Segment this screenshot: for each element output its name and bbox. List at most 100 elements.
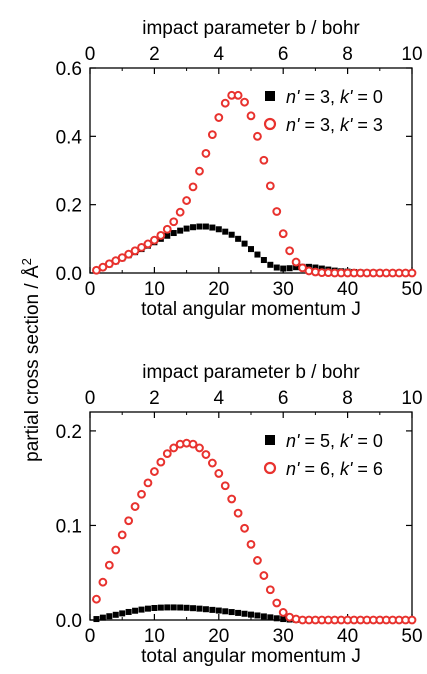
data-point-circle xyxy=(233,90,243,100)
data-point-circle xyxy=(182,196,192,205)
y-tick-label: 0.6 xyxy=(56,59,82,80)
data-point-square xyxy=(312,264,319,271)
data-point-square xyxy=(254,612,261,619)
data-point-circle xyxy=(188,439,198,449)
data-point-square xyxy=(132,607,139,614)
data-point-circle xyxy=(137,489,146,499)
data-point-circle xyxy=(117,530,127,540)
data-point-square xyxy=(273,615,280,622)
legend-marker-square xyxy=(265,91,275,101)
x2-tick-label: 6 xyxy=(278,44,289,65)
data-point-circle xyxy=(278,229,288,239)
data-point-square xyxy=(209,606,216,613)
data-point-square xyxy=(164,232,171,239)
data-point-square xyxy=(106,613,113,620)
data-point-circle xyxy=(162,224,172,234)
data-point-circle xyxy=(407,615,417,625)
legend-marker-square xyxy=(265,435,275,445)
x2-tick-label: 6 xyxy=(278,388,289,409)
data-point-square xyxy=(235,235,242,242)
data-point-circle xyxy=(156,457,166,467)
x-tick-label: 50 xyxy=(401,279,422,300)
data-point-circle xyxy=(169,217,179,227)
data-point-circle xyxy=(214,113,224,122)
data-point-circle xyxy=(98,577,108,587)
data-point-square xyxy=(215,226,222,233)
data-point-circle xyxy=(253,556,262,565)
data-point-square xyxy=(241,240,248,247)
data-point-circle xyxy=(207,458,217,468)
data-point-circle xyxy=(285,246,295,256)
data-point-circle xyxy=(272,207,282,216)
data-point-square xyxy=(183,604,190,611)
data-point-square xyxy=(235,609,242,616)
data-point-circle xyxy=(169,443,179,453)
data-point-square xyxy=(273,264,280,271)
x2-tick-label: 2 xyxy=(149,44,160,65)
data-point-circle xyxy=(246,111,256,121)
legend-label: n' = 6, k' = 6 xyxy=(286,459,383,479)
x2-tick-label: 10 xyxy=(401,388,422,409)
data-point-circle xyxy=(265,181,275,191)
data-point-circle xyxy=(143,478,153,488)
y-axis-title: partial cross section / Å2 xyxy=(19,258,43,462)
data-point-square xyxy=(286,265,293,272)
data-point-square xyxy=(267,261,274,268)
data-point-square xyxy=(248,246,254,253)
data-point-square xyxy=(209,224,216,231)
data-point-square xyxy=(228,231,235,238)
x2-tick-label: 8 xyxy=(342,44,353,65)
data-point-square xyxy=(144,605,151,612)
y-tick-label: 0.4 xyxy=(56,127,83,148)
y-tick-label: 0.1 xyxy=(56,516,82,537)
x2-tick-label: 4 xyxy=(214,388,225,409)
data-point-circle xyxy=(201,450,211,459)
data-point-square xyxy=(93,616,100,623)
data-point-square xyxy=(280,265,287,272)
data-point-square xyxy=(157,604,164,611)
data-point-circle xyxy=(272,598,282,608)
data-point-square xyxy=(248,611,254,618)
top-axis-title: impact parameter b / bohr xyxy=(142,362,360,383)
x2-tick-label: 10 xyxy=(401,44,422,65)
chart-panel-1: impact parameter b / bohr total angular m… xyxy=(56,18,423,320)
x2-tick-label: 4 xyxy=(214,44,225,65)
data-point-circle xyxy=(201,149,211,158)
x-tick-label: 50 xyxy=(401,626,422,647)
bottom-axis-title: total angular momentum J xyxy=(141,299,361,320)
data-point-circle xyxy=(407,268,417,278)
legend-label: n' = 5, k' = 0 xyxy=(286,431,383,451)
legend-label: n' = 3, k' = 0 xyxy=(286,87,383,107)
data-point-circle xyxy=(124,249,134,259)
data-point-circle xyxy=(246,539,256,549)
data-point-square xyxy=(293,264,300,271)
data-point-square xyxy=(260,613,267,620)
data-point-square xyxy=(138,606,145,613)
data-point-circle xyxy=(278,608,288,617)
data-point-square xyxy=(177,227,184,234)
y-tick-label: 0.2 xyxy=(56,422,82,443)
data-point-square xyxy=(228,609,235,616)
data-point-circle xyxy=(175,207,185,217)
data-point-square xyxy=(119,610,126,617)
data-point-circle xyxy=(143,239,153,249)
data-point-square xyxy=(280,616,287,623)
y-tick-label: 0.2 xyxy=(56,196,82,217)
data-point-circle xyxy=(240,523,249,533)
data-point-square xyxy=(215,607,222,614)
data-point-circle xyxy=(214,469,224,478)
data-point-circle xyxy=(117,253,127,263)
data-point-circle xyxy=(195,443,204,453)
x2-tick-label: 0 xyxy=(85,44,96,65)
data-point-square xyxy=(170,604,177,611)
x-tick-label: 0 xyxy=(85,279,96,300)
data-point-square xyxy=(241,610,248,617)
data-point-circle xyxy=(240,97,249,107)
data-point-circle xyxy=(259,155,269,165)
data-point-circle xyxy=(104,560,114,570)
data-point-circle xyxy=(98,262,108,272)
x2-tick-label: 0 xyxy=(85,388,96,409)
data-point-square xyxy=(190,605,197,612)
data-point-square xyxy=(222,608,229,615)
chart-panel-2: impact parameter b / bohr total angular m… xyxy=(56,362,423,667)
